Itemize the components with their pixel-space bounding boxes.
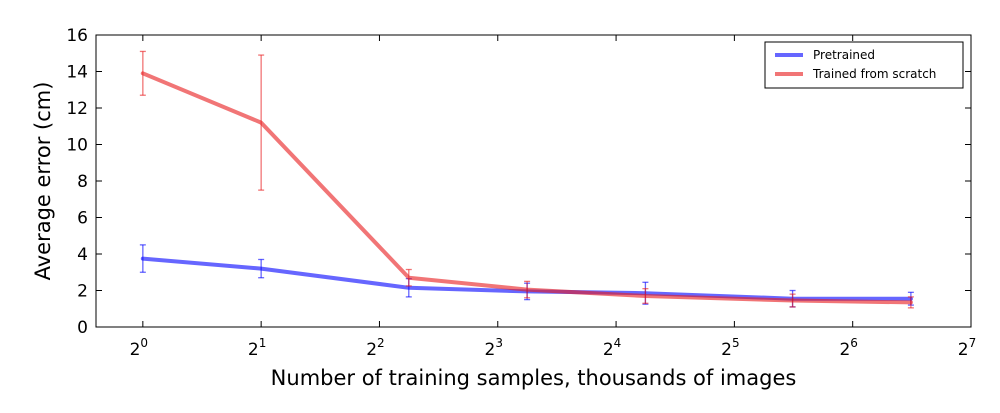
x-tick-label: 20 <box>130 336 148 360</box>
y-tick-label: 4 <box>77 245 88 265</box>
legend-label: Trained from scratch <box>812 67 936 81</box>
y-tick-label: 8 <box>77 172 88 192</box>
y-tick-label: 10 <box>66 136 88 156</box>
x-tick-label: 23 <box>485 336 503 360</box>
x-tick-label: 21 <box>248 336 266 360</box>
y-tick-label: 14 <box>66 63 88 83</box>
y-tick-label: 2 <box>77 282 88 302</box>
y-tick-label: 12 <box>66 99 88 119</box>
series-1 <box>139 50 914 309</box>
y-tick-label: 0 <box>77 318 88 338</box>
x-tick-label: 22 <box>366 336 384 360</box>
x-tick-label: 26 <box>839 336 857 360</box>
x-tick-label: 25 <box>721 336 739 360</box>
x-tick-label: 27 <box>958 336 976 360</box>
legend-box <box>764 41 964 89</box>
y-axis-title: Average error (cm) <box>31 82 55 281</box>
x-tick-label: 24 <box>603 336 621 360</box>
y-tick-label: 16 <box>66 26 88 46</box>
legend: Pretrained Trained from scratch <box>764 41 964 89</box>
legend-label: Pretrained <box>813 48 875 62</box>
x-axis-title: Number of training samples, thousands of… <box>271 366 797 390</box>
series-layer <box>139 50 914 309</box>
y-tick-label: 6 <box>77 209 88 229</box>
